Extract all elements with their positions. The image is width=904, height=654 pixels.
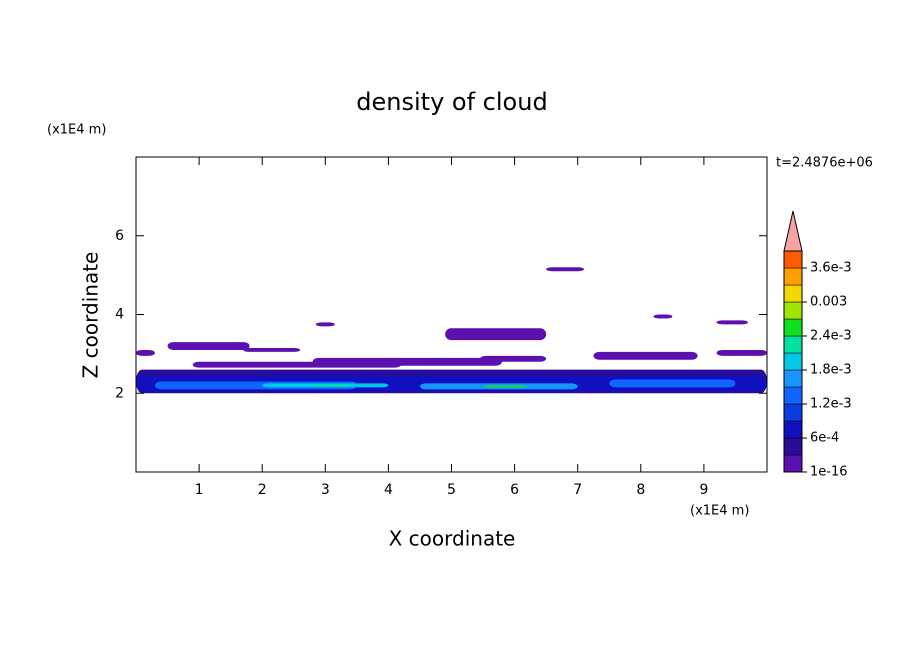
colorbar-band [783, 386, 803, 405]
colorbar-tick-label: 1e-16 [810, 465, 848, 480]
x-tick-label: 9 [699, 482, 708, 498]
y-tick-label: 4 [115, 307, 124, 323]
x-tick-label: 4 [384, 482, 393, 498]
y-axis-label: Z coordinate [79, 252, 103, 379]
colorbar-band [783, 250, 803, 269]
x-tick-label: 1 [195, 482, 204, 498]
contour-patch [167, 342, 250, 350]
colorbar-band [783, 301, 803, 320]
colorbar-band [783, 318, 803, 337]
x-tick-label: 7 [573, 482, 582, 498]
x-axis-label: X coordinate [389, 527, 516, 551]
contour-patch [315, 322, 335, 327]
contour-patch [593, 351, 698, 360]
colorbar-band [783, 369, 803, 388]
contour-patch [312, 357, 502, 366]
contour-patch [243, 347, 301, 352]
contour-patch [483, 385, 528, 388]
x-tick-label: 8 [636, 482, 645, 498]
colorbar-tick-label: 2.4e-3 [810, 329, 852, 344]
y-tick-label: 6 [115, 228, 124, 244]
colorbar-band [783, 420, 803, 439]
x-tick-label: 3 [321, 482, 330, 498]
colorbar-band [783, 454, 803, 473]
contour-patch [546, 267, 585, 272]
colorbar-tick-label: 0.003 [810, 295, 847, 310]
time-label: t=2.4876e+06 [776, 156, 873, 171]
colorbar-tick-label: 6e-4 [810, 431, 839, 446]
x-tick-label: 6 [510, 482, 519, 498]
colorbar-band [783, 267, 803, 286]
y-tick-label: 2 [115, 385, 124, 401]
x-tick-label: 2 [258, 482, 267, 498]
colorbar-band [783, 352, 803, 371]
x-tick-label: 5 [447, 482, 456, 498]
contour-patch [653, 314, 673, 319]
y-unit: (x1E4 m) [47, 123, 106, 138]
colorbar-tick-label: 1.2e-3 [810, 397, 852, 412]
contour-patch [479, 355, 547, 362]
contour-patch [312, 384, 351, 387]
contour-patch [716, 320, 749, 325]
colorbar-band [783, 335, 803, 354]
colorbar-tick-label: 1.8e-3 [810, 363, 852, 378]
x-unit: (x1E4 m) [690, 504, 749, 519]
colorbar-band [783, 437, 803, 456]
contour-patch [136, 349, 155, 356]
contour-patch [716, 349, 767, 356]
colorbar-tick-label: 3.6e-3 [810, 261, 852, 276]
colorbar-band [783, 403, 803, 422]
chart-title: density of cloud [356, 88, 547, 116]
colorbar-band [783, 284, 803, 303]
colorbar-frame [783, 250, 803, 473]
contour-patch [609, 379, 736, 388]
contour-patch [445, 328, 547, 341]
